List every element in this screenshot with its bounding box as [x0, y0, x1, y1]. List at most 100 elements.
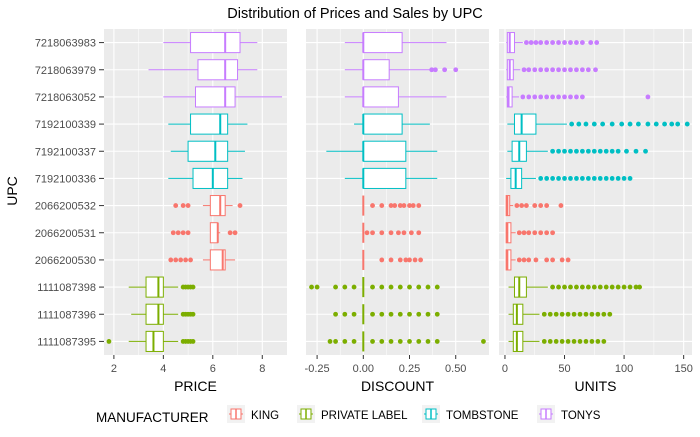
box-iqr [145, 330, 164, 352]
outlier-point [556, 148, 561, 154]
box-iqr [145, 303, 164, 325]
y-tick-label: 2066200532 [35, 201, 96, 213]
outlier-point [524, 203, 529, 208]
x-tick-label: 0 [502, 363, 508, 375]
outlier-point [556, 284, 561, 290]
outlier-point [583, 311, 589, 317]
outlier-point [662, 121, 667, 127]
outlier-point [190, 339, 196, 344]
box-7218063979 [148, 59, 258, 81]
outlier-point [597, 176, 603, 181]
box-iqr [209, 249, 226, 271]
y-tick-label: 1111087395 [37, 336, 96, 348]
outlier-point [579, 67, 585, 73]
box-7192100337 [170, 140, 245, 162]
chart-title: Distribution of Prices and Sales by UPC [227, 6, 482, 22]
outlier-point [185, 230, 191, 236]
box-1111087396 [333, 304, 440, 325]
outlier-point [173, 257, 179, 263]
x-tick-label: 50 [558, 363, 570, 375]
outlier-point [541, 339, 547, 344]
panel-price: 2 4 6 8 PRICE [104, 29, 287, 394]
outlier-point [342, 339, 348, 344]
outlier-point [425, 284, 431, 290]
outlier-point [190, 311, 196, 317]
legend: MANUFACTURER KING PRIVATE LABEL TOMBSTONE T… [96, 405, 601, 425]
outlier-point [351, 311, 357, 317]
outlier-point [227, 230, 233, 236]
outlier-point [633, 148, 639, 154]
outlier-point [550, 67, 556, 73]
outlier-point [188, 257, 193, 263]
outlier-point [553, 311, 559, 317]
outlier-point [565, 311, 571, 317]
outlier-point [521, 230, 527, 236]
outlier-point [403, 257, 409, 263]
outlier-point [309, 284, 314, 290]
outlier-point [558, 203, 564, 208]
outlier-point [388, 284, 394, 290]
outlier-point [178, 257, 184, 263]
box-1111087395 [327, 331, 486, 352]
outlier-point [565, 339, 571, 344]
box-1111087396 [131, 303, 196, 325]
outlier-point [635, 121, 641, 127]
outlier-point [521, 67, 527, 73]
outlier-point [579, 40, 585, 45]
outlier-point [601, 311, 607, 317]
outlier-point [370, 230, 375, 236]
outlier-point [434, 339, 440, 344]
x-tick-label: 4 [160, 363, 166, 375]
outlier-point [568, 176, 573, 181]
outlier-point [416, 284, 422, 290]
box-iqr [362, 140, 407, 162]
y-tick-label: 7192100337 [35, 146, 96, 158]
box-7218063052 [506, 86, 651, 108]
outlier-point [538, 67, 544, 73]
outlier-point [684, 121, 690, 127]
x-axis-title: PRICE [174, 378, 217, 394]
outlier-point [579, 284, 585, 290]
outlier-point [609, 148, 615, 154]
outlier-point [624, 148, 629, 154]
outlier-point [585, 67, 591, 73]
outlier-point [333, 339, 338, 344]
outlier-point [550, 257, 556, 263]
outlier-point [538, 230, 544, 236]
y-axis-title: UPC [4, 176, 20, 206]
outlier-point [603, 148, 609, 154]
outlier-point [627, 284, 633, 290]
outlier-point [621, 284, 627, 290]
legend-item-king: KING [227, 405, 279, 423]
outlier-point [237, 203, 243, 208]
outlier-point [526, 94, 532, 100]
box-2066200532 [173, 195, 243, 217]
outlier-point [388, 230, 394, 236]
outlier-point [609, 176, 615, 181]
outlier-point [526, 230, 532, 236]
outlier-point [574, 67, 579, 73]
x-axis-title: UNITS [575, 378, 617, 394]
panel-background [499, 29, 692, 355]
outlier-point [591, 284, 597, 290]
outlier-point [333, 284, 338, 290]
outlier-point [538, 203, 544, 208]
outlier-point [392, 203, 398, 208]
outlier-point [180, 230, 186, 236]
outlier-point [370, 311, 375, 317]
box-7218063979 [506, 59, 598, 81]
outlier-point [550, 176, 556, 181]
outlier-point [180, 203, 186, 208]
outlier-point [633, 284, 639, 290]
x-tick-label: 150 [674, 363, 692, 375]
box-iqr [362, 59, 390, 81]
outlier-point [568, 284, 573, 290]
outlier-point [379, 339, 385, 344]
outlier-point [603, 284, 609, 290]
outlier-point [556, 40, 561, 45]
box-iqr [506, 86, 513, 108]
box-7192100339 [168, 113, 248, 135]
outlier-point [407, 311, 412, 317]
outlier-point [544, 230, 550, 236]
box-iqr [195, 86, 236, 108]
